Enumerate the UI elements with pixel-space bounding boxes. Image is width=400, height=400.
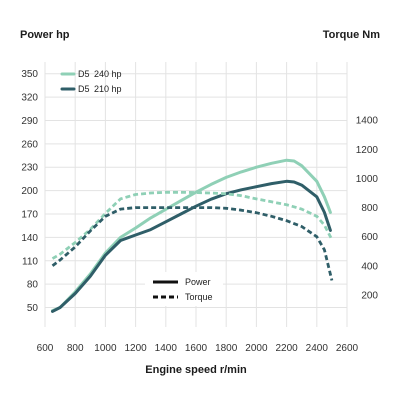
legend-label-210-value: 210 hp	[94, 84, 122, 94]
x-tick-labels: 600 800 1000 1200 1400 1600 1800 2000 2200 2400 26…	[37, 343, 359, 354]
x-tick-label: 1200	[124, 343, 147, 354]
series-line-power_210	[51, 179, 332, 313]
x-tick-label: 1800	[215, 343, 238, 354]
y-left-tick-label: 50	[27, 303, 39, 314]
style-legend-solid-label: Power	[185, 277, 211, 287]
x-tick-label: 800	[67, 343, 84, 354]
right-axis-title: Torque Nm	[323, 29, 380, 41]
x-tick-label: 2600	[336, 343, 359, 354]
style-legend: Power Torque	[145, 272, 223, 306]
y-right-tick-label: 1400	[356, 116, 379, 127]
y-right-tick-label: 800	[361, 203, 378, 214]
legend-label-240-name: D5	[78, 69, 90, 79]
y-left-tick-label: 110	[22, 256, 38, 267]
y-left-tick-label: 230	[21, 163, 38, 174]
y-right-tick-label: 1000	[356, 174, 379, 185]
x-tick-label: 600	[37, 343, 54, 354]
y-left-tick-label: 140	[21, 233, 38, 244]
y-left-tick-label: 80	[27, 280, 39, 291]
x-tick-label: 2400	[306, 343, 329, 354]
x-tick-label: 1000	[94, 343, 117, 354]
x-tick-label: 1400	[155, 343, 178, 354]
series-lines	[51, 158, 334, 313]
x-tick-label: 2200	[275, 343, 298, 354]
y-left-tick-label: 200	[21, 186, 38, 197]
series-legend: D5 240 hp D5 210 hp	[60, 69, 122, 94]
style-legend-box	[145, 272, 223, 306]
y-right-tick-label: 1200	[356, 145, 379, 156]
left-axis-title: Power hp	[20, 29, 70, 41]
y-right-tick-label: 600	[361, 232, 378, 243]
x-tick-label: 2000	[245, 343, 268, 354]
y-right-tick-labels: 1400 1200 1000 800 600 400 200	[356, 116, 379, 302]
grid	[44, 62, 348, 327]
y-right-tick-label: 400	[361, 261, 378, 272]
y-left-tick-label: 260	[21, 139, 38, 150]
legend-label-210-name: D5	[78, 84, 90, 94]
x-axis-label: Engine speed r/min	[145, 364, 247, 376]
x-tick-label: 1600	[185, 343, 208, 354]
y-left-tick-label: 170	[21, 209, 38, 220]
y-left-tick-label: 290	[21, 116, 38, 127]
style-legend-dashed-label: Torque	[185, 292, 213, 302]
y-right-tick-label: 200	[361, 290, 378, 301]
series-line-torque_210	[51, 206, 334, 281]
legend-label-240-value: 240 hp	[94, 69, 122, 79]
y-left-tick-label: 350	[21, 69, 38, 80]
y-left-tick-labels: 350 320 290 260 230 200 170 140 110 80 50	[21, 69, 38, 314]
y-left-tick-label: 320	[21, 93, 38, 104]
